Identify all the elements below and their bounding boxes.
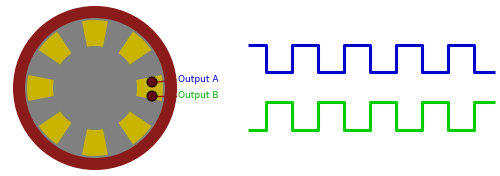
- Polygon shape: [118, 32, 152, 65]
- Polygon shape: [136, 75, 163, 101]
- Circle shape: [13, 6, 177, 170]
- Polygon shape: [27, 75, 54, 101]
- Polygon shape: [82, 129, 108, 156]
- Polygon shape: [118, 111, 152, 144]
- Text: Output A: Output A: [178, 76, 218, 84]
- Polygon shape: [82, 20, 108, 47]
- Circle shape: [147, 91, 157, 101]
- Circle shape: [147, 77, 157, 87]
- Polygon shape: [38, 111, 72, 144]
- Circle shape: [25, 18, 165, 158]
- Polygon shape: [38, 32, 72, 65]
- Text: Output B: Output B: [178, 92, 218, 100]
